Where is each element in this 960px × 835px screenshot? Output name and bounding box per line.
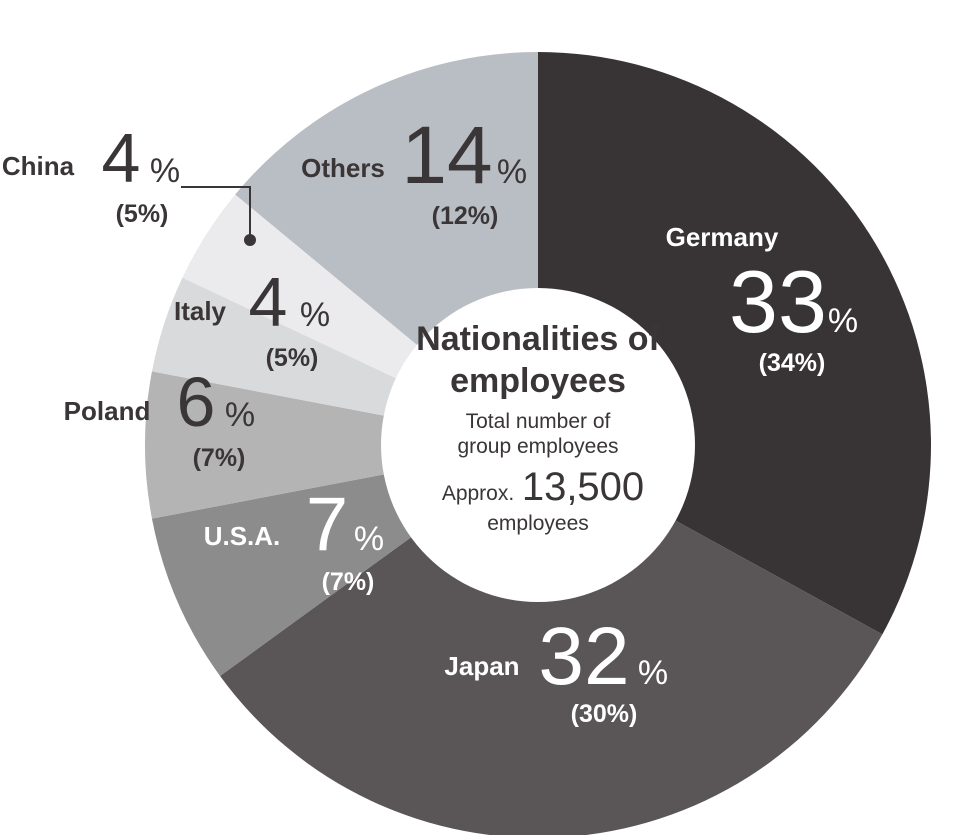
slice-poland xyxy=(144,371,538,519)
china-leader-line xyxy=(181,186,251,240)
others-label: Others xyxy=(301,153,385,183)
center-approx-value: 13,500 xyxy=(522,465,644,509)
usa-percent-sign: % xyxy=(354,520,384,558)
china-label: China xyxy=(2,151,75,181)
china-previous: (5%) xyxy=(116,200,169,228)
china-percent-sign: % xyxy=(150,152,180,190)
italy-label: Italy xyxy=(174,296,227,326)
germany-percent-sign: % xyxy=(828,302,858,340)
poland-previous: (7%) xyxy=(193,444,246,472)
germany-previous: (34%) xyxy=(759,349,826,377)
china-leader-dot xyxy=(244,234,256,246)
center-title-line2: employees xyxy=(450,362,626,400)
center-approx-unit: employees xyxy=(487,512,589,535)
usa-label: U.S.A. xyxy=(204,521,281,551)
japan-label: Japan xyxy=(444,651,519,681)
italy-previous: (5%) xyxy=(266,344,319,372)
poland-label: Poland xyxy=(64,396,151,426)
center-title-line1: Nationalities of xyxy=(416,320,660,358)
center-sub-line1: Total number of xyxy=(466,410,611,433)
center-sub-line2: group employees xyxy=(457,435,618,458)
italy-value: 4 xyxy=(249,263,288,341)
japan-value: 32 xyxy=(538,611,629,702)
others-value: 14 xyxy=(401,110,492,201)
japan-previous: (30%) xyxy=(571,700,638,728)
center-approx-prefix: Approx. xyxy=(442,482,514,505)
others-previous: (12%) xyxy=(432,202,499,230)
poland-value: 6 xyxy=(177,363,216,441)
germany-value: 33 xyxy=(729,252,827,351)
donut-hole xyxy=(381,288,695,602)
japan-percent-sign: % xyxy=(638,654,668,692)
others-percent-sign: % xyxy=(497,153,527,191)
italy-percent-sign: % xyxy=(300,296,330,334)
usa-value: 7 xyxy=(306,482,348,567)
usa-previous: (7%) xyxy=(322,568,375,596)
germany-label: Germany xyxy=(666,222,779,252)
china-value: 4 xyxy=(102,119,141,197)
slice-japan xyxy=(220,445,883,835)
poland-percent-sign: % xyxy=(225,396,255,434)
